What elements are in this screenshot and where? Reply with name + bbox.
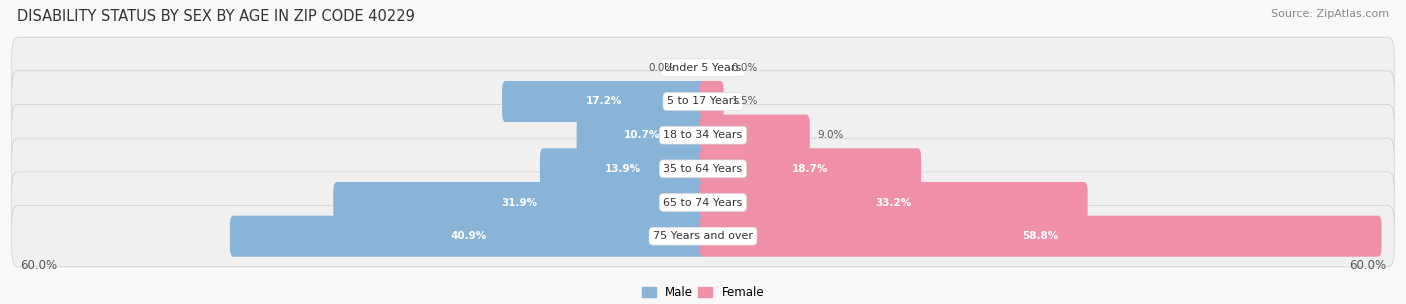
Text: Under 5 Years: Under 5 Years [665,63,741,73]
FancyBboxPatch shape [700,81,724,122]
Text: 75 Years and over: 75 Years and over [652,231,754,241]
Text: 0.0%: 0.0% [731,63,758,73]
FancyBboxPatch shape [11,71,1395,132]
Legend: Male, Female: Male, Female [637,281,769,304]
FancyBboxPatch shape [11,206,1395,267]
Text: Source: ZipAtlas.com: Source: ZipAtlas.com [1271,9,1389,19]
Text: 35 to 64 Years: 35 to 64 Years [664,164,742,174]
FancyBboxPatch shape [11,37,1395,98]
FancyBboxPatch shape [502,81,706,122]
Text: 17.2%: 17.2% [586,96,623,106]
Text: 18.7%: 18.7% [792,164,828,174]
Text: 9.0%: 9.0% [818,130,844,140]
Text: 33.2%: 33.2% [876,198,911,208]
FancyBboxPatch shape [576,115,706,156]
Text: 5 to 17 Years: 5 to 17 Years [666,96,740,106]
Text: 18 to 34 Years: 18 to 34 Years [664,130,742,140]
Text: 10.7%: 10.7% [623,130,659,140]
FancyBboxPatch shape [231,216,706,257]
Text: 65 to 74 Years: 65 to 74 Years [664,198,742,208]
Text: 60.0%: 60.0% [1350,259,1386,272]
FancyBboxPatch shape [540,148,706,189]
FancyBboxPatch shape [700,115,810,156]
FancyBboxPatch shape [11,138,1395,199]
Text: DISABILITY STATUS BY SEX BY AGE IN ZIP CODE 40229: DISABILITY STATUS BY SEX BY AGE IN ZIP C… [17,9,415,24]
FancyBboxPatch shape [700,148,921,189]
FancyBboxPatch shape [11,105,1395,166]
Text: 31.9%: 31.9% [502,198,538,208]
Text: 0.0%: 0.0% [648,63,675,73]
Text: 58.8%: 58.8% [1022,231,1059,241]
FancyBboxPatch shape [333,182,706,223]
Text: 13.9%: 13.9% [605,164,641,174]
Text: 40.9%: 40.9% [450,231,486,241]
FancyBboxPatch shape [700,182,1088,223]
FancyBboxPatch shape [11,172,1395,233]
FancyBboxPatch shape [700,216,1382,257]
Text: 1.5%: 1.5% [731,96,758,106]
Text: 60.0%: 60.0% [20,259,56,272]
